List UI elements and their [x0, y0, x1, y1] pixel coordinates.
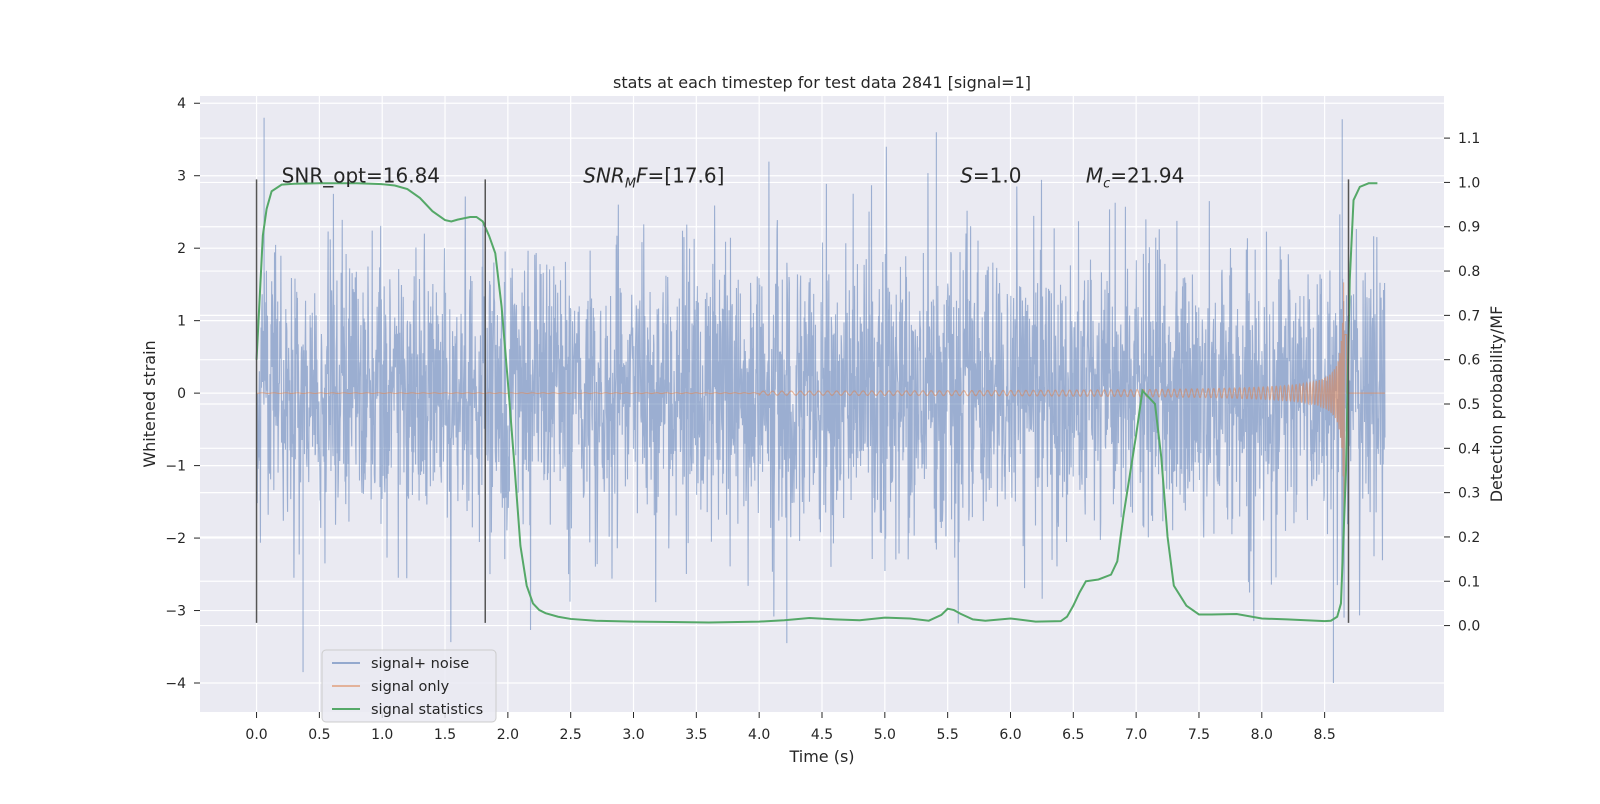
- y-right-tick-label: 0.6: [1458, 353, 1480, 369]
- x-tick-label: 0.0: [245, 727, 267, 743]
- y-right-tick-label: 0.1: [1458, 574, 1480, 590]
- legend-label-signal-statistics: signal statistics: [371, 702, 483, 718]
- legend-label-signal-only: signal only: [371, 679, 450, 695]
- vertical-markers: [255, 179, 1350, 623]
- y-right-tick-label: 0.8: [1458, 264, 1480, 280]
- y-left-tick-label: 4: [177, 96, 186, 112]
- chart-title: stats at each timestep for test data 284…: [613, 73, 1031, 92]
- x-tick-label: 0.5: [308, 727, 330, 743]
- y-right-tick-label: 0.3: [1458, 486, 1480, 502]
- y-right-tick-label: 0.4: [1458, 441, 1480, 457]
- annotation: SNR_opt=16.84: [282, 164, 440, 188]
- annotation: Mc=21.94: [1086, 164, 1184, 192]
- y-left-tick-label: 1: [177, 314, 186, 330]
- series-signal-plus-noise: [256, 117, 1386, 684]
- y-left-tick-label: −3: [165, 604, 186, 620]
- x-tick-label: 2.5: [560, 727, 582, 743]
- x-tick-label: 6.0: [999, 727, 1021, 743]
- x-tick-label: 2.0: [497, 727, 519, 743]
- x-tick-label: 8.5: [1313, 727, 1335, 743]
- x-tick-label: 4.5: [811, 727, 833, 743]
- legend-label-signal-noise: signal+ noise: [371, 656, 469, 672]
- y-left-tick-label: 3: [177, 169, 186, 185]
- annotations: SNR_opt=16.84 SNRMF=[17.6] S=1.0 Mc=21.94: [282, 164, 1185, 192]
- x-tick-label: 6.5: [1062, 727, 1084, 743]
- y-axis-left-label: Whitened strain: [140, 340, 159, 467]
- x-axis-label: Time (s): [788, 747, 854, 766]
- y-right-tick-label: 0.9: [1458, 220, 1480, 236]
- y-right-tick-label: 1.1: [1458, 131, 1480, 147]
- annotation: S=1.0: [960, 164, 1021, 188]
- x-tick-label: 4.0: [748, 727, 770, 743]
- x-tick-label: 8.0: [1251, 727, 1273, 743]
- x-tick-label: 1.0: [371, 727, 393, 743]
- y-right-tick-label: 0.7: [1458, 308, 1480, 324]
- y-right-tick-label: 1.0: [1458, 175, 1480, 191]
- x-tick-label: 5.0: [874, 727, 896, 743]
- legend: signal+ noise signal only signal statist…: [321, 649, 497, 723]
- y-right-tick-label: 0.0: [1458, 619, 1480, 635]
- y-axis-right-label: Detection probability/MF: [1487, 306, 1506, 503]
- x-tick-label: 3.5: [685, 727, 707, 743]
- y-left-tick-label: −2: [165, 531, 186, 547]
- series-signal-only: [256, 282, 1385, 518]
- x-tick-label: 5.5: [937, 727, 959, 743]
- y-right-tick-label: 0.2: [1458, 530, 1480, 546]
- y-right-tick-label: 0.5: [1458, 397, 1480, 413]
- y-left-tick-label: 2: [177, 241, 186, 257]
- y-left-tick-label: −4: [165, 676, 186, 692]
- y-left-tick-label: 0: [177, 386, 186, 402]
- x-tick-label: 7.5: [1188, 727, 1210, 743]
- series-signal-statistics: [255, 182, 1378, 624]
- x-tick-label: 7.0: [1125, 727, 1147, 743]
- x-tick-label: 3.0: [622, 727, 644, 743]
- y-left-tick-label: −1: [165, 459, 186, 475]
- annotation: SNRMF=[17.6]: [583, 164, 724, 192]
- x-tick-label: 1.5: [434, 727, 456, 743]
